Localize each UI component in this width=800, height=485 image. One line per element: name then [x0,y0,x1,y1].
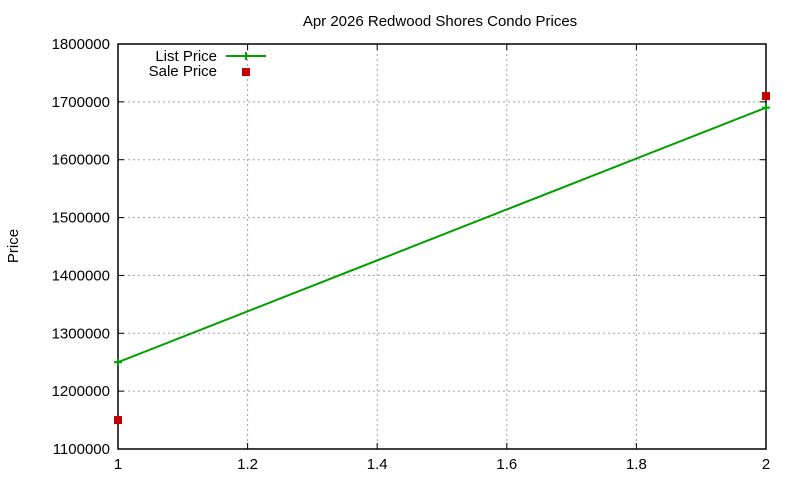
y-tick-label: 1200000 [52,383,110,400]
chart-title: Apr 2026 Redwood Shores Condo Prices [303,13,577,30]
data-series [114,92,770,425]
y-tick-label: 1100000 [53,441,110,458]
legend-label-list-price: List Price [155,48,217,65]
x-tick-label: 1.2 [237,456,258,473]
y-axis-label: Price [5,229,22,263]
x-tick-label: 1 [114,456,122,473]
x-tick-label: 2 [762,456,770,473]
x-axis-ticks: 1 1.2 1.4 1.6 1.8 2 [114,44,770,473]
y-tick-label: 1400000 [52,267,110,284]
legend-label-sale-price: Sale Price [149,63,217,80]
y-tick-label: 1800000 [52,36,110,53]
y-tick-label: 1300000 [52,325,110,342]
y-tick-label: 1700000 [52,94,110,111]
x-tick-label: 1.8 [626,456,647,473]
legend: List Price Sale Price [149,48,266,80]
sale-price-point [762,92,770,101]
plot-frame [117,43,767,450]
y-axis-ticks: 1100000 1200000 1300000 1400000 1500000 16000… [52,36,766,458]
y-tick-label: 1600000 [52,152,110,169]
sale-price-point [114,416,122,425]
list-price-line [117,106,767,364]
x-tick-label: 1.4 [367,456,388,473]
legend-swatch-sale-price [242,68,250,76]
x-tick-label: 1.6 [496,456,517,473]
y-tick-label: 1500000 [52,210,110,227]
grid-lines [118,44,766,449]
